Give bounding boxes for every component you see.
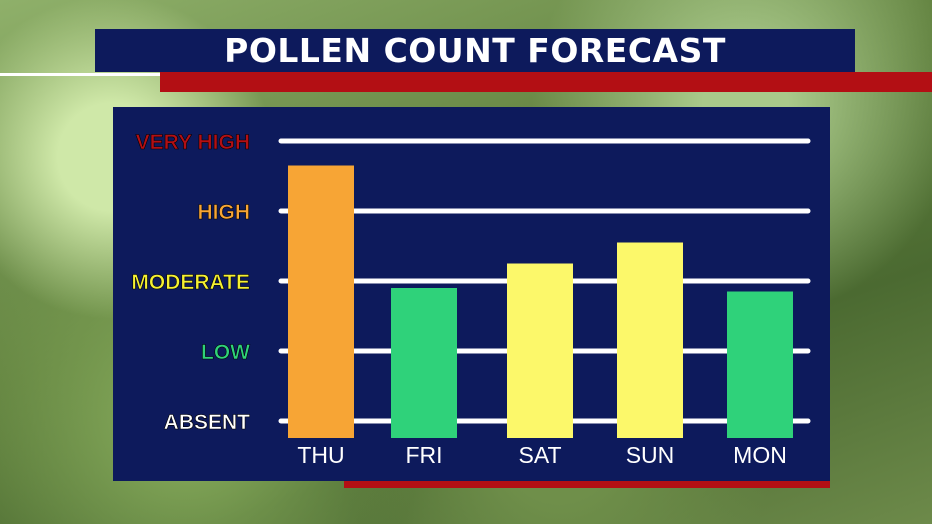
title-white-line [0,73,160,76]
y-level-label: MODERATE [131,271,250,294]
y-level-label: HIGH [198,201,251,224]
x-tick-label: SAT [518,442,561,468]
y-level-label: LOW [201,341,250,364]
title-accent-bar [160,72,932,92]
bar [727,291,793,438]
bottom-accent-bar [344,481,830,488]
bar [617,242,683,438]
title-bar: POLLEN COUNT FORECAST [95,29,855,72]
bar [288,165,354,438]
x-tick-label: FRI [405,442,442,468]
x-tick-label: THU [297,442,344,468]
y-level-label: VERY HIGH [136,131,250,154]
x-tick-label: SUN [626,442,675,468]
y-level-label: ABSENT [164,411,251,434]
x-tick-label: MON [733,442,787,468]
chart-title: POLLEN COUNT FORECAST [224,31,726,70]
bar [391,288,457,438]
bar [507,263,573,438]
